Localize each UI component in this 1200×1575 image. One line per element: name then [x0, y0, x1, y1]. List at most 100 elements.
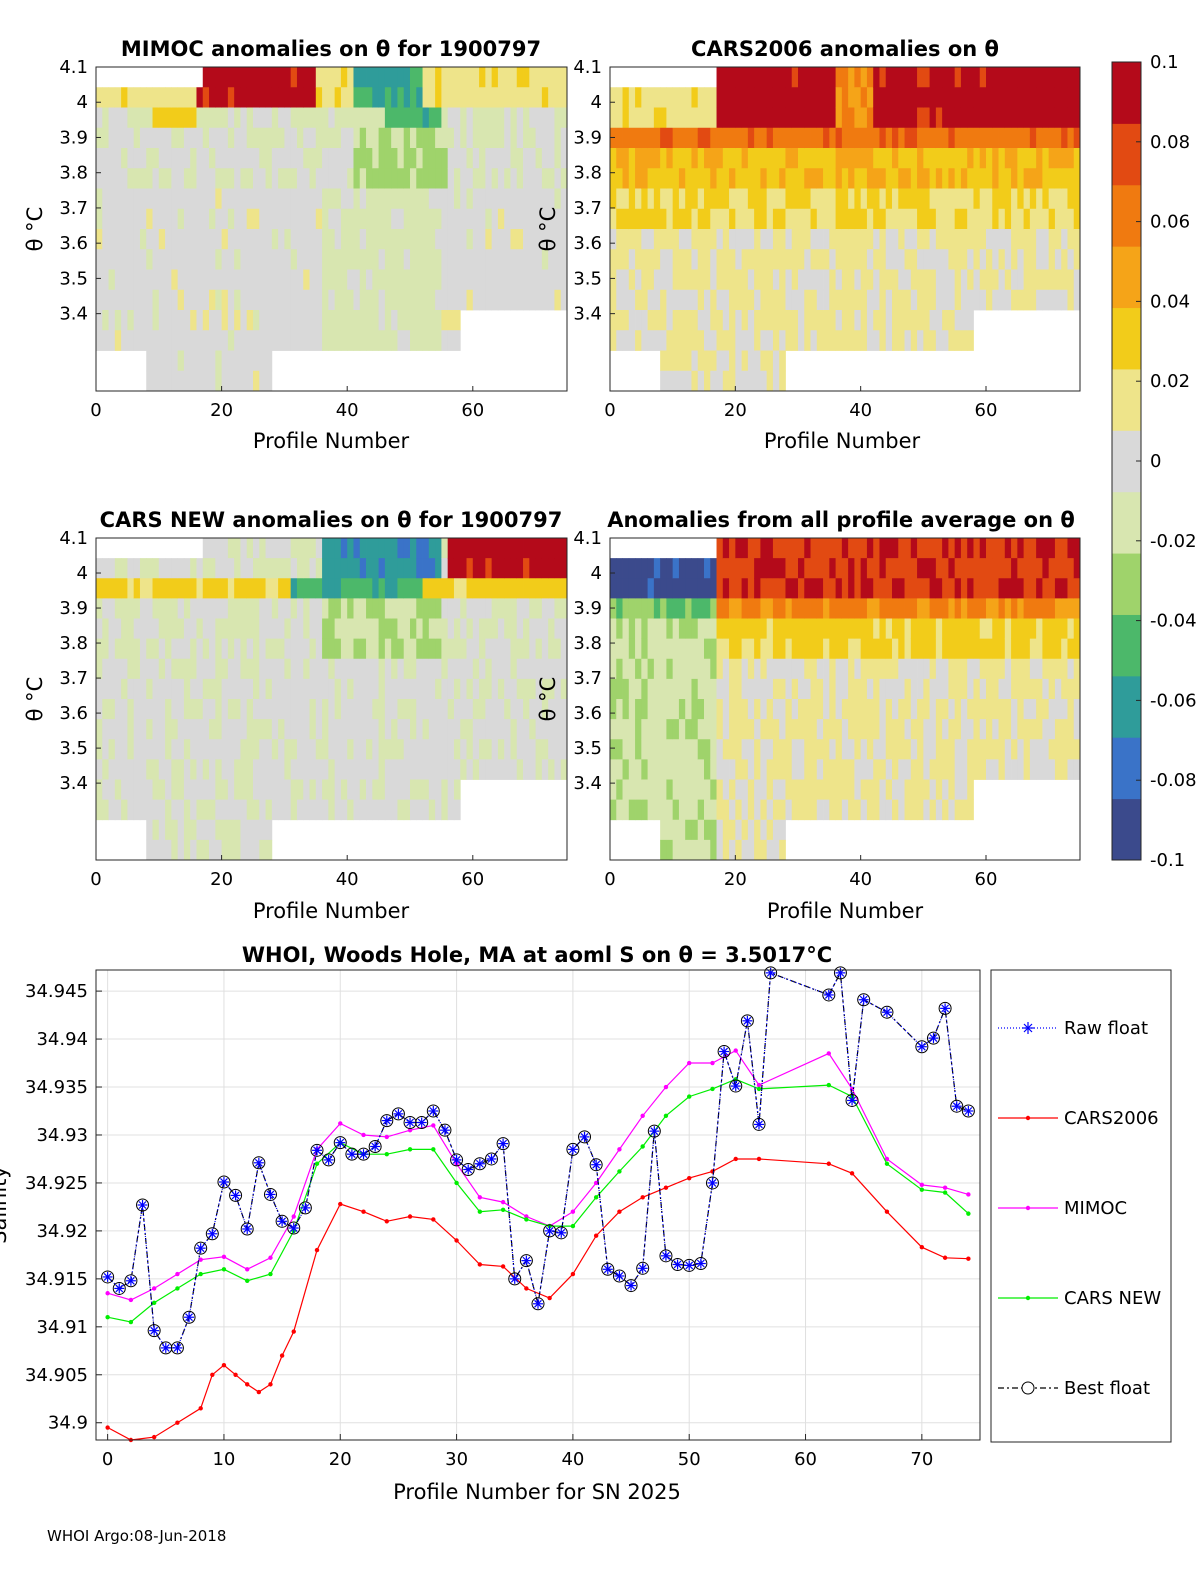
heatmap-cell — [529, 127, 536, 149]
marker-stroke — [824, 991, 833, 999]
heatmap-cell — [127, 759, 135, 780]
heatmap-cell — [165, 799, 172, 821]
heatmap-cell — [929, 759, 937, 780]
raw-float-marker — [858, 994, 869, 1005]
heatmap-cell — [735, 819, 742, 841]
heatmap-cell — [535, 558, 543, 579]
heatmap-cell — [441, 658, 449, 680]
colorbar-tick-label: 0.08 — [1150, 132, 1190, 153]
legend-item: CARS2006 — [998, 1108, 1159, 1129]
heatmap-cell — [666, 618, 674, 640]
heatmap-cell — [177, 168, 185, 189]
heatmap-cell — [1029, 759, 1037, 780]
heatmap-cell — [334, 229, 342, 250]
heatmap-cell — [816, 618, 824, 640]
heatmap-cell — [942, 188, 949, 210]
heatmap-cell — [873, 578, 880, 599]
heatmap-cell — [866, 799, 874, 821]
heatmap-cell — [697, 819, 705, 841]
heatmap-cell — [384, 168, 392, 189]
legend-marker — [1021, 1381, 1035, 1395]
heatmap-cell — [146, 148, 153, 169]
heatmap-cell — [772, 658, 780, 680]
heatmap-cell — [121, 739, 128, 760]
heatmap-cell — [278, 779, 285, 801]
heatmap-cell — [1029, 229, 1037, 250]
heatmap-cell — [622, 107, 630, 129]
heatmap-cell — [328, 67, 336, 88]
heatmap-cell — [516, 678, 524, 700]
panel-title: CARS2006 anomalies on θ — [691, 37, 999, 61]
heatmap-cell — [529, 598, 536, 619]
heatmap-cell — [628, 779, 636, 801]
heatmap-cell — [397, 558, 405, 579]
heatmap-cell — [1036, 759, 1043, 780]
heatmap-cell — [303, 598, 310, 619]
heatmap-cell — [221, 638, 229, 660]
heatmap-cell — [403, 330, 411, 351]
heatmap-cell — [196, 699, 204, 720]
heatmap-cell — [910, 269, 918, 291]
heatmap-cell — [616, 269, 623, 291]
heatmap-cell — [816, 779, 824, 801]
heatmap-cell — [453, 759, 461, 780]
heatmap-cell — [271, 658, 279, 680]
heatmap-cell — [158, 578, 166, 599]
heatmap-cell — [798, 538, 805, 559]
heatmap-cell — [697, 330, 705, 351]
heatmap-cell — [848, 310, 855, 331]
heatmap-cell — [616, 578, 623, 599]
heatmap-cell — [992, 719, 999, 740]
heatmap-cell — [973, 558, 981, 579]
data-point — [338, 1121, 343, 1126]
heatmap-cell — [854, 168, 862, 189]
heatmap-cell — [460, 188, 467, 210]
heatmap-cell — [904, 578, 912, 599]
marker-stroke — [685, 1261, 694, 1270]
heatmap-cell — [973, 578, 981, 599]
heatmap-cell — [766, 779, 774, 801]
heatmap-cell — [114, 638, 122, 660]
heatmap-cell — [854, 779, 862, 801]
heatmap-cell — [892, 127, 899, 149]
heatmap-cell — [923, 739, 930, 760]
marker-stroke — [510, 1274, 519, 1283]
heatmap-cell — [296, 598, 304, 619]
heatmap-cell — [1067, 699, 1075, 720]
heatmap-cell — [798, 658, 805, 680]
heatmap-cell — [246, 229, 254, 250]
heatmap-cell — [548, 107, 555, 129]
heatmap-cell — [410, 598, 417, 619]
heatmap-cell — [967, 759, 974, 780]
heatmap-cell — [898, 208, 905, 230]
heatmap-cell — [841, 107, 849, 129]
heatmap-cell — [303, 249, 310, 270]
heatmap-cell — [177, 289, 185, 311]
heatmap-cell — [860, 719, 868, 740]
heatmap-cell — [779, 168, 786, 189]
heatmap-cell — [303, 759, 310, 780]
heatmap-cell — [221, 678, 229, 700]
heatmap-cell — [384, 558, 392, 579]
heatmap-cell — [866, 249, 874, 270]
heatmap-cell — [992, 558, 999, 579]
heatmap-cell — [96, 759, 103, 780]
heatmap-cell — [716, 289, 724, 311]
heatmap-cell — [798, 148, 805, 169]
heatmap-cell — [309, 67, 317, 88]
heatmap-cell — [1017, 538, 1024, 559]
heatmap-cell — [410, 618, 417, 640]
heatmap-cell — [697, 759, 705, 780]
heatmap-cell — [378, 188, 386, 210]
heatmap-cell — [685, 779, 692, 801]
heatmap-cell — [704, 370, 711, 392]
heatmap-cell — [854, 289, 862, 311]
heatmap-cell — [892, 699, 899, 720]
data-point — [919, 1182, 925, 1188]
heatmap-cell — [96, 229, 103, 250]
heatmap-cell — [948, 739, 956, 760]
heatmap-cell — [441, 699, 449, 720]
heatmap-cell — [422, 148, 430, 169]
heatmap-cell — [560, 269, 568, 291]
heatmap-cell — [641, 127, 648, 149]
